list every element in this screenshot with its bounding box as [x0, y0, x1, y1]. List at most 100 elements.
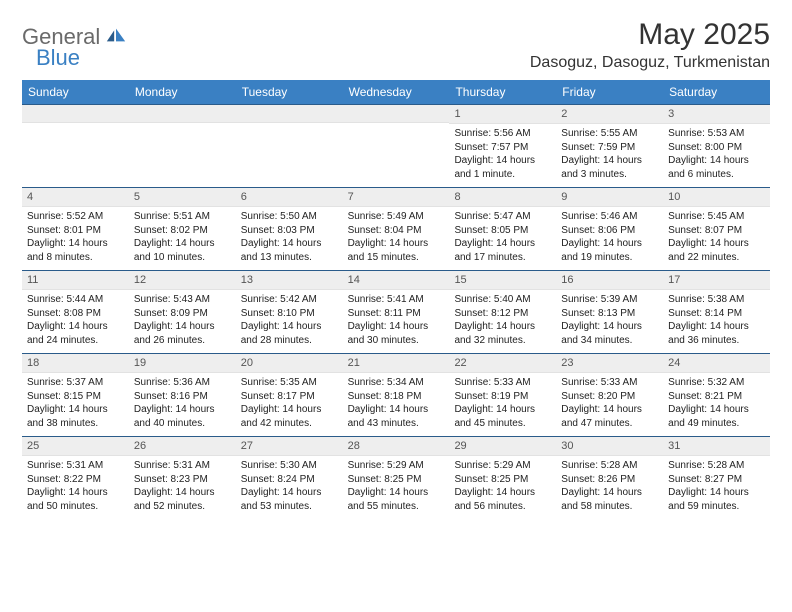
sunrise-text: Sunrise: 5:31 AM — [27, 459, 124, 473]
sunrise-text: Sunrise: 5:49 AM — [348, 210, 445, 224]
day-body: Sunrise: 5:30 AMSunset: 8:24 PMDaylight:… — [236, 456, 343, 518]
day-cell: 19Sunrise: 5:36 AMSunset: 8:16 PMDayligh… — [129, 354, 236, 436]
day-body: Sunrise: 5:36 AMSunset: 8:16 PMDaylight:… — [129, 373, 236, 435]
sunset-text: Sunset: 8:21 PM — [668, 390, 765, 404]
sunset-text: Sunset: 8:04 PM — [348, 224, 445, 238]
day-body: Sunrise: 5:28 AMSunset: 8:27 PMDaylight:… — [663, 456, 770, 518]
day-cell: 21 Sunrise: 5:34 AMSunset: 8:18 PMDayligh… — [343, 354, 450, 436]
day-body: Sunrise: 5:49 AMSunset: 8:04 PMDaylight:… — [343, 207, 450, 269]
weekday: Wednesday — [343, 80, 450, 104]
sunset-text: Sunset: 8:27 PM — [668, 473, 765, 487]
sunrise-text: Sunrise: 5:29 AM — [348, 459, 445, 473]
sunset-text: Sunset: 8:08 PM — [27, 307, 124, 321]
day-number: 7 — [343, 188, 450, 207]
sunset-text: Sunset: 7:59 PM — [561, 141, 658, 155]
month-title: May 2025 — [530, 18, 770, 52]
day-number: 11 — [22, 271, 129, 290]
day-number — [343, 105, 450, 123]
day-number: 8 — [449, 188, 556, 207]
logo: General Blue — [22, 26, 127, 69]
sunrise-text: Sunrise: 5:53 AM — [668, 127, 765, 141]
daylight-text: Daylight: 14 hours and 3 minutes. — [561, 154, 658, 181]
weekday-header: Sunday Monday Tuesday Wednesday Thursday… — [22, 80, 770, 104]
weekday: Monday — [129, 80, 236, 104]
day-number: 2 — [556, 105, 663, 124]
day-cell: 28Sunrise: 5:29 AMSunset: 8:25 PMDayligh… — [343, 437, 450, 519]
day-body: Sunrise: 5:51 AMSunset: 8:02 PMDaylight:… — [129, 207, 236, 269]
day-number: 31 — [663, 437, 770, 456]
sunrise-text: Sunrise: 5:34 AM — [348, 376, 445, 390]
sunrise-text: Sunrise: 5:36 AM — [134, 376, 231, 390]
day-cell: 13Sunrise: 5:42 AMSunset: 8:10 PMDayligh… — [236, 271, 343, 353]
sunset-text: Sunset: 8:11 PM — [348, 307, 445, 321]
day-body: Sunrise: 5:46 AMSunset: 8:06 PMDaylight:… — [556, 207, 663, 269]
day-cell: 27Sunrise: 5:30 AMSunset: 8:24 PMDayligh… — [236, 437, 343, 519]
day-body: Sunrise: 5:55 AMSunset: 7:59 PMDaylight:… — [556, 124, 663, 186]
sunset-text: Sunset: 8:00 PM — [668, 141, 765, 155]
sunset-text: Sunset: 8:22 PM — [27, 473, 124, 487]
sunrise-text: Sunrise: 5:28 AM — [668, 459, 765, 473]
sunset-text: Sunset: 8:03 PM — [241, 224, 338, 238]
daylight-text: Daylight: 14 hours and 38 minutes. — [27, 403, 124, 430]
day-number: 15 — [449, 271, 556, 290]
day-number: 3 — [663, 105, 770, 124]
sunset-text: Sunset: 8:14 PM — [668, 307, 765, 321]
day-cell: 11 Sunrise: 5:44 AMSunset: 8:08 PMDayligh… — [22, 271, 129, 353]
day-number: 21 — [343, 354, 450, 373]
day-number — [129, 105, 236, 123]
daylight-text: Daylight: 14 hours and 8 minutes. — [27, 237, 124, 264]
day-number: 14 — [343, 271, 450, 290]
daylight-text: Daylight: 14 hours and 28 minutes. — [241, 320, 338, 347]
daylight-text: Daylight: 14 hours and 47 minutes. — [561, 403, 658, 430]
weekday: Thursday — [449, 80, 556, 104]
day-cell: 26Sunrise: 5:31 AMSunset: 8:23 PMDayligh… — [129, 437, 236, 519]
day-cell: 12Sunrise: 5:43 AMSunset: 8:09 PMDayligh… — [129, 271, 236, 353]
daylight-text: Daylight: 14 hours and 56 minutes. — [454, 486, 551, 513]
sunrise-text: Sunrise: 5:41 AM — [348, 293, 445, 307]
day-cell: 14Sunrise: 5:41 AMSunset: 8:11 PMDayligh… — [343, 271, 450, 353]
sunrise-text: Sunrise: 5:39 AM — [561, 293, 658, 307]
title-block: May 2025 Dasoguz, Dasoguz, Turkmenistan — [530, 18, 770, 72]
logo-blue: Blue — [36, 47, 127, 69]
day-body: Sunrise: 5:33 AMSunset: 8:20 PMDaylight:… — [556, 373, 663, 435]
daylight-text: Daylight: 14 hours and 10 minutes. — [134, 237, 231, 264]
weekday: Tuesday — [236, 80, 343, 104]
sunset-text: Sunset: 8:18 PM — [348, 390, 445, 404]
day-body: Sunrise: 5:29 AMSunset: 8:25 PMDaylight:… — [343, 456, 450, 518]
daylight-text: Daylight: 14 hours and 6 minutes. — [668, 154, 765, 181]
day-cell: 4Sunrise: 5:52 AMSunset: 8:01 PMDaylight… — [22, 188, 129, 270]
calendar-page: General Blue May 2025 Dasoguz, Dasoguz, … — [0, 0, 792, 537]
day-number: 18 — [22, 354, 129, 373]
sunset-text: Sunset: 8:24 PM — [241, 473, 338, 487]
daylight-text: Daylight: 14 hours and 36 minutes. — [668, 320, 765, 347]
sunrise-text: Sunrise: 5:30 AM — [241, 459, 338, 473]
sunrise-text: Sunrise: 5:44 AM — [27, 293, 124, 307]
day-number — [236, 105, 343, 123]
sunset-text: Sunset: 8:23 PM — [134, 473, 231, 487]
day-body: Sunrise: 5:31 AMSunset: 8:22 PMDaylight:… — [22, 456, 129, 518]
day-body: Sunrise: 5:29 AMSunset: 8:25 PMDaylight:… — [449, 456, 556, 518]
day-number: 17 — [663, 271, 770, 290]
daylight-text: Daylight: 14 hours and 24 minutes. — [27, 320, 124, 347]
day-cell: 22Sunrise: 5:33 AMSunset: 8:19 PMDayligh… — [449, 354, 556, 436]
daylight-text: Daylight: 14 hours and 43 minutes. — [348, 403, 445, 430]
sunset-text: Sunset: 8:16 PM — [134, 390, 231, 404]
sunset-text: Sunset: 8:07 PM — [668, 224, 765, 238]
daylight-text: Daylight: 14 hours and 40 minutes. — [134, 403, 231, 430]
sunrise-text: Sunrise: 5:55 AM — [561, 127, 658, 141]
sunrise-text: Sunrise: 5:38 AM — [668, 293, 765, 307]
day-body: Sunrise: 5:40 AMSunset: 8:12 PMDaylight:… — [449, 290, 556, 352]
day-body: Sunrise: 5:47 AMSunset: 8:05 PMDaylight:… — [449, 207, 556, 269]
day-number: 30 — [556, 437, 663, 456]
sunrise-text: Sunrise: 5:29 AM — [454, 459, 551, 473]
day-cell: 10Sunrise: 5:45 AMSunset: 8:07 PMDayligh… — [663, 188, 770, 270]
sunrise-text: Sunrise: 5:40 AM — [454, 293, 551, 307]
daylight-text: Daylight: 14 hours and 32 minutes. — [454, 320, 551, 347]
day-body: Sunrise: 5:32 AMSunset: 8:21 PMDaylight:… — [663, 373, 770, 435]
sunset-text: Sunset: 8:01 PM — [27, 224, 124, 238]
day-body: Sunrise: 5:31 AMSunset: 8:23 PMDaylight:… — [129, 456, 236, 518]
day-cell: 5Sunrise: 5:51 AMSunset: 8:02 PMDaylight… — [129, 188, 236, 270]
day-number: 29 — [449, 437, 556, 456]
daylight-text: Daylight: 14 hours and 45 minutes. — [454, 403, 551, 430]
day-cell: 17 Sunrise: 5:38 AMSunset: 8:14 PMDayligh… — [663, 271, 770, 353]
